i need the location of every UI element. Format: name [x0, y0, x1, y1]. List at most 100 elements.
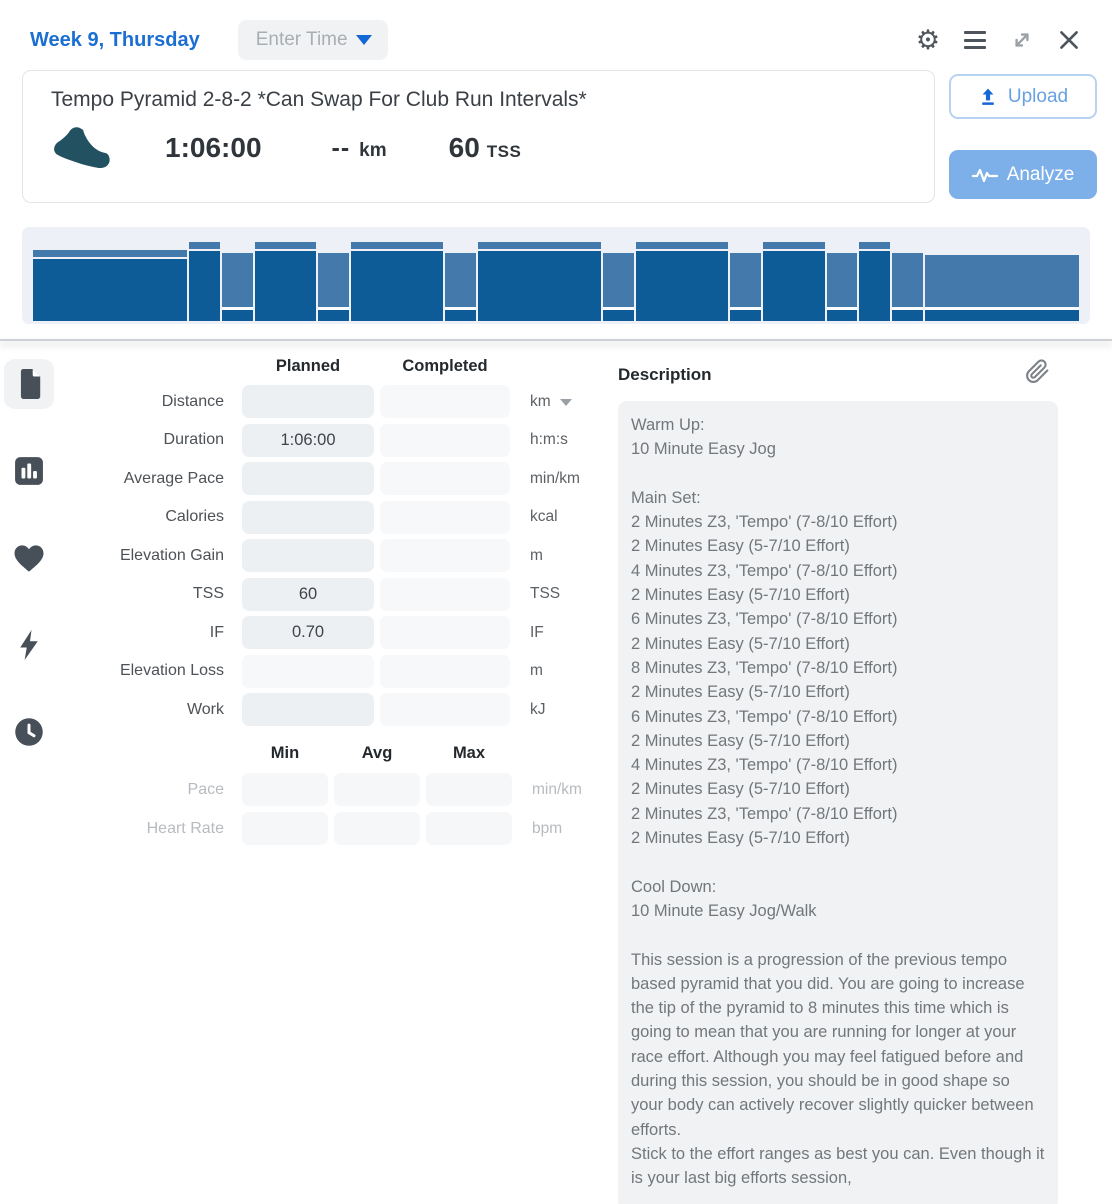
elevation-gain-unit-label: m: [530, 546, 543, 564]
interval-bar-easy: [603, 253, 634, 321]
menu-icon[interactable]: [960, 25, 990, 55]
distance-unit-select[interactable]: km: [516, 393, 602, 411]
planned-duration-stat: 1:06:00: [165, 132, 262, 163]
tab-charts[interactable]: [4, 446, 54, 496]
elevation-loss-completed-input[interactable]: [380, 654, 510, 688]
minmax-headers: Min Avg Max: [58, 744, 592, 763]
work-planned-input[interactable]: [242, 693, 374, 726]
min-avg-max-section: Min Avg Max Pace min/km Heart Rate bpm: [58, 744, 592, 845]
elevation-gain-planned-input[interactable]: [242, 539, 374, 572]
pace-unit-label: min/km: [532, 780, 582, 798]
interval-bar-easy: [318, 253, 349, 321]
chevron-down-icon: [559, 399, 572, 406]
interval-bar-z3: [859, 242, 891, 321]
planned-tss-stat: 60 TSS: [449, 132, 522, 164]
tab-time[interactable]: [4, 707, 54, 757]
bar-chart-icon: [15, 457, 43, 485]
duration-unit-label: h:m:s: [530, 431, 568, 448]
completed-header: Completed: [402, 357, 488, 375]
upload-label: Upload: [1007, 85, 1069, 107]
duration-completed-input[interactable]: [380, 423, 510, 457]
avg-header: Avg: [361, 744, 393, 762]
close-icon[interactable]: [1054, 25, 1084, 55]
interval-bar-easy: [445, 253, 476, 321]
form-row-calories: Calories kcal: [58, 500, 592, 534]
form-row-elevation-loss: Elevation Loss m: [58, 654, 592, 688]
interval-bar-z3: [350, 242, 444, 321]
calories-planned-input[interactable]: [242, 500, 374, 534]
distance-unit: km: [359, 139, 387, 161]
summary-row: Tempo Pyramid 2-8-2 *Can Swap For Club R…: [0, 70, 1112, 203]
top-bar: Week 9, Thursday Enter Time ⚙: [0, 0, 1112, 70]
form-row-average-pace: Average Pace min/km: [58, 462, 592, 495]
clock-icon: [15, 718, 43, 746]
pace-min-input: [242, 773, 328, 806]
distance-value: --: [331, 133, 351, 162]
average-pace-planned-input[interactable]: [242, 462, 374, 495]
max-header: Max: [452, 744, 486, 762]
upload-icon: [982, 88, 994, 105]
planned-header: Planned: [275, 357, 341, 375]
interval-bar-easy: [826, 253, 858, 321]
interval-bar-z3: [254, 242, 317, 321]
if-planned-input[interactable]: 0.70: [242, 616, 374, 649]
interval-bar-z3: [188, 242, 220, 321]
enter-time-dropdown[interactable]: Enter Time: [237, 20, 388, 60]
description-header-row: Description: [618, 357, 1058, 389]
tab-power[interactable]: [4, 620, 54, 670]
minmax-row-pace: Pace min/km: [58, 773, 592, 806]
waveform-icon: [971, 168, 998, 182]
running-shoe-icon: [51, 124, 113, 172]
workout-summary-card: Tempo Pyramid 2-8-2 *Can Swap For Club R…: [22, 70, 935, 203]
tab-summary[interactable]: [4, 359, 54, 409]
description-section: Description Warm Up: 10 Minute Easy Jog …: [618, 357, 1058, 1204]
tss-completed-input[interactable]: [380, 577, 510, 611]
pace-avg-input: [334, 773, 420, 806]
elevation-loss-planned-input[interactable]: [242, 654, 374, 688]
enter-time-label: Enter Time: [255, 29, 348, 50]
form-row-duration: Duration 1:06:00 h:m:s: [58, 423, 592, 457]
form-row-work: Work kJ: [58, 693, 592, 726]
duration-planned-input[interactable]: 1:06:00: [242, 423, 374, 457]
interval-bar-z3: [635, 242, 729, 321]
document-icon: [20, 369, 40, 399]
chevron-down-icon: [355, 35, 372, 45]
lightning-bolt-icon: [20, 630, 38, 660]
average-pace-completed-input[interactable]: [380, 462, 510, 495]
heart-rate-max-input: [426, 812, 512, 845]
upload-button[interactable]: Upload: [949, 74, 1097, 119]
distance-completed-input[interactable]: [380, 385, 510, 418]
expand-icon[interactable]: [1007, 25, 1037, 55]
elevation-gain-completed-input[interactable]: [380, 539, 510, 572]
if-unit-label: IF: [530, 623, 544, 641]
interval-bar-easy: [892, 253, 923, 321]
analyze-button[interactable]: Analyze: [949, 150, 1097, 199]
work-completed-input[interactable]: [380, 693, 510, 726]
form-headers: Planned Completed: [58, 357, 592, 376]
tss-value: 60: [448, 132, 480, 163]
pace-max-input: [426, 773, 512, 806]
calories-completed-input[interactable]: [380, 500, 510, 534]
interval-bar-warmup: [33, 250, 187, 321]
tss-planned-input[interactable]: 60: [242, 577, 374, 611]
workout-title: Tempo Pyramid 2-8-2 *Can Swap For Club R…: [51, 88, 587, 111]
planned-distance-stat: -- km: [332, 134, 387, 163]
heart-rate-min-input: [242, 812, 328, 845]
description-textarea[interactable]: Warm Up: 10 Minute Easy Jog Main Set: 2 …: [618, 401, 1058, 1204]
calories-unit-label: kcal: [530, 508, 558, 525]
description-text: Warm Up: 10 Minute Easy Jog Main Set: 2 …: [631, 416, 1045, 1188]
attachment-button[interactable]: [1025, 357, 1050, 389]
workout-stats-row: 1:06:00 -- km 60 TSS: [51, 124, 906, 172]
if-completed-input[interactable]: [380, 616, 510, 649]
form-row-if: IF 0.70 IF: [58, 616, 592, 649]
detail-content: Planned Completed Distance km Duration 1…: [0, 341, 1112, 1204]
workout-interval-graph: [22, 227, 1090, 324]
distance-planned-input[interactable]: [242, 385, 374, 418]
form-row-tss: TSS 60 TSS: [58, 577, 592, 611]
tss-unit: TSS: [486, 142, 522, 161]
minmax-row-heart-rate: Heart Rate bpm: [58, 812, 592, 845]
sidebar-rail: [0, 357, 58, 1204]
settings-gear-icon[interactable]: ⚙: [915, 24, 941, 55]
tab-heart-rate[interactable]: [4, 533, 54, 583]
